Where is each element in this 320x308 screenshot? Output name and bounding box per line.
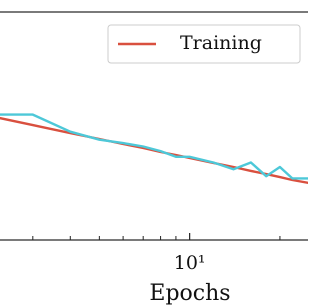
x-tick-label: 10¹ [174,252,206,274]
legend-label: Training [180,32,262,54]
plot-frame [0,11,308,241]
legend-box [107,24,301,64]
series-line [0,113,308,180]
x-axis-label: Epochs [149,281,230,306]
chart: Epochs 10¹ Training [0,11,308,306]
